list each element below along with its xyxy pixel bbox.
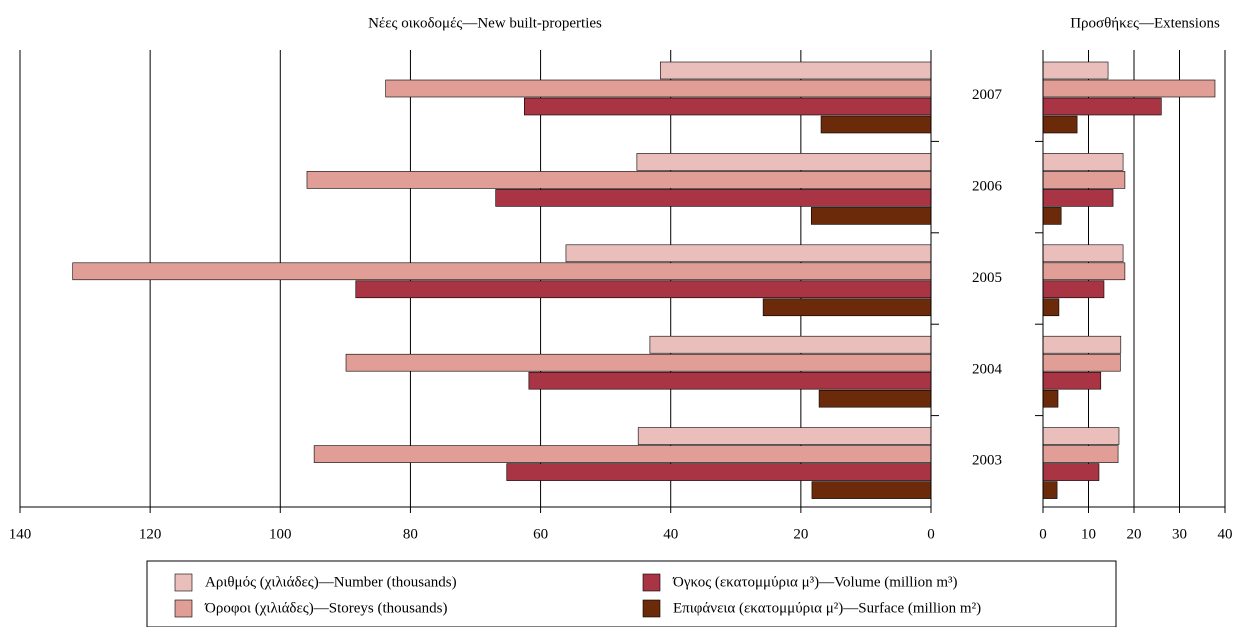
bar: [649, 335, 932, 354]
y-tick-label: 2006: [972, 179, 1003, 195]
bar: [810, 207, 932, 225]
x-tick-label: 80: [403, 526, 418, 542]
bar: [820, 115, 932, 134]
bar: [637, 427, 932, 445]
bar: [1042, 445, 1119, 463]
bar: [1042, 97, 1162, 116]
y-tick-label: 2005: [972, 270, 1002, 286]
bar: [1042, 371, 1102, 390]
bar: [1042, 353, 1121, 372]
bar: [1042, 389, 1059, 408]
bar: [355, 280, 932, 299]
bar: [345, 353, 932, 372]
legend-swatch: [642, 599, 661, 618]
bar: [1042, 153, 1124, 171]
legend-label: Όροφοι (χιλιάδες)—Storeys (thousands): [204, 600, 447, 616]
bar: [506, 463, 932, 481]
bar: [811, 481, 932, 499]
x-tick-label: 0: [1039, 526, 1047, 542]
bar: [762, 298, 932, 317]
bar: [1042, 427, 1120, 445]
bar: [565, 244, 932, 263]
bar: [1042, 189, 1114, 207]
y-tick-label: 2004: [972, 361, 1003, 377]
legend-label: Αριθμός (χιλιάδες)—Number (thousands): [205, 574, 457, 590]
bar: [524, 97, 932, 116]
y-tick-label: 2003: [972, 453, 1002, 469]
bar: [1042, 481, 1058, 499]
bar: [636, 153, 932, 171]
bar: [385, 79, 932, 98]
bar: [1042, 244, 1124, 263]
bar: [1042, 61, 1109, 80]
bar: [495, 189, 932, 207]
bar: [1042, 298, 1060, 317]
legend-swatch: [642, 573, 661, 592]
x-tick-label: 10: [1081, 526, 1096, 542]
x-tick-label: 40: [1218, 526, 1233, 542]
bar: [1042, 79, 1216, 98]
legend-swatch: [174, 599, 193, 618]
bar: [1042, 207, 1062, 225]
panel-title: Προσθήκες—Extensions: [1070, 15, 1220, 31]
x-tick-label: 20: [793, 526, 808, 542]
bar: [306, 171, 932, 189]
x-tick-label: 60: [533, 526, 548, 542]
legend-label: Επιφάνεια (εκατομμύρια μ²)—Surface (mill…: [673, 600, 981, 616]
x-tick-label: 140: [9, 526, 32, 542]
x-tick-label: 100: [269, 526, 292, 542]
bar: [1042, 335, 1122, 354]
panel-title: Νέες οικοδομές—New built-properties: [368, 15, 602, 31]
x-tick-label: 120: [139, 526, 162, 542]
bar: [72, 262, 932, 281]
bar: [313, 445, 932, 463]
legend-label: Όγκος (εκατομμύρια μ³)—Volume (million m…: [672, 574, 958, 590]
bar: [528, 371, 932, 390]
bar: [1042, 115, 1078, 134]
bar: [1042, 262, 1126, 281]
x-tick-label: 40: [663, 526, 678, 542]
legend-box: [146, 560, 1117, 628]
y-tick-label: 2007: [972, 87, 1003, 103]
bar: [1042, 280, 1105, 299]
bar: [1042, 463, 1100, 481]
bar: [1042, 171, 1126, 189]
x-tick-label: 0: [927, 526, 935, 542]
x-tick-label: 20: [1127, 526, 1142, 542]
bar: [818, 389, 932, 408]
x-tick-label: 30: [1172, 526, 1187, 542]
legend-swatch: [174, 573, 193, 592]
bar: [660, 61, 932, 80]
